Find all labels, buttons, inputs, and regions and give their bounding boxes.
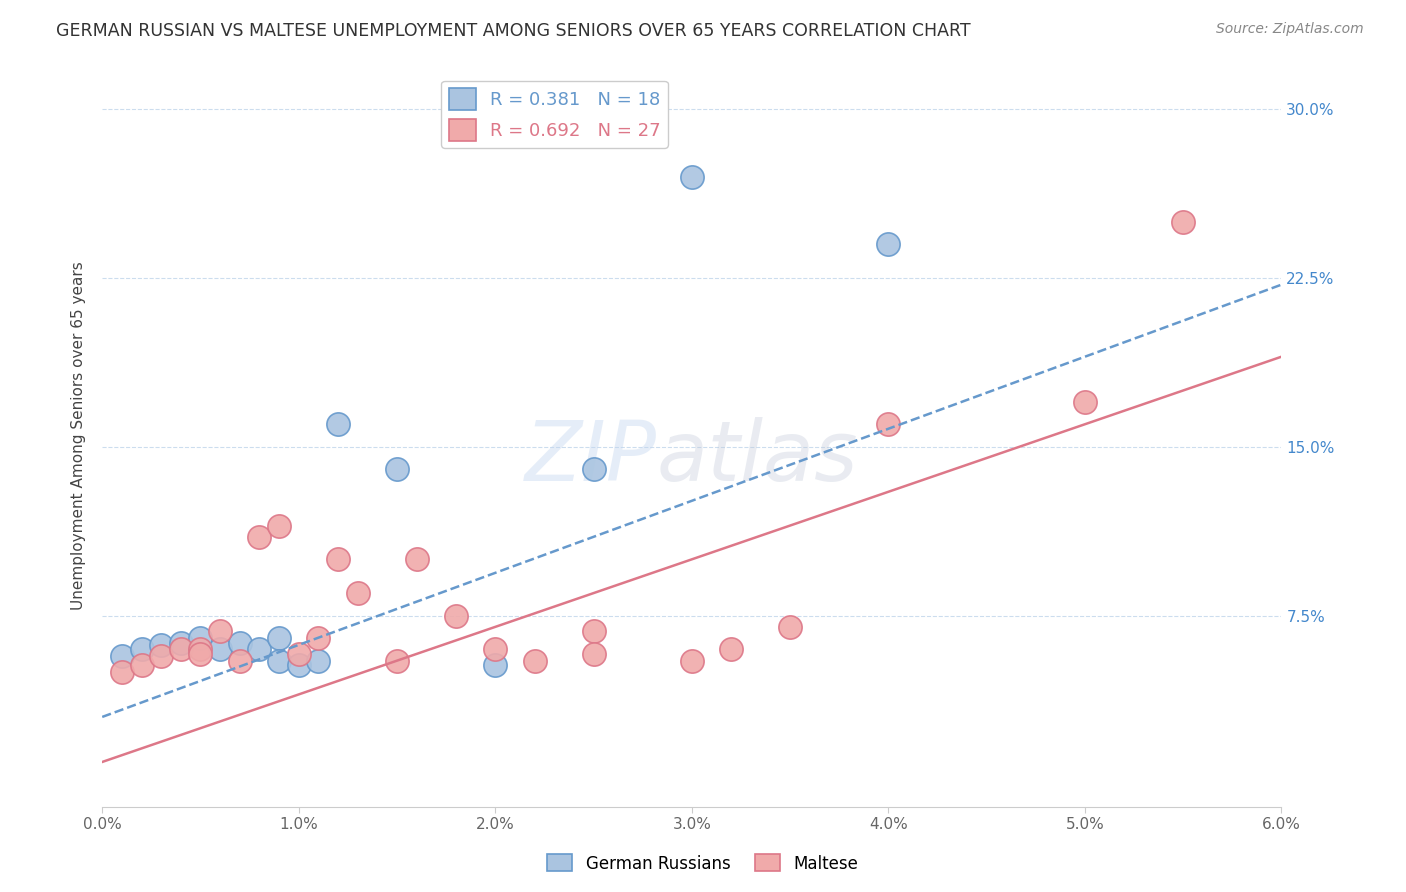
Point: [190, 642, 212, 657]
Point: [523, 654, 546, 668]
Point: [385, 654, 408, 668]
Point: [405, 552, 427, 566]
Point: [170, 642, 193, 657]
Point: [326, 552, 349, 566]
Point: [720, 642, 742, 657]
Point: [190, 647, 212, 661]
Point: [484, 642, 506, 657]
Point: [681, 654, 703, 668]
Legend: R = 0.381   N = 18, R = 0.692   N = 27: R = 0.381 N = 18, R = 0.692 N = 27: [441, 80, 668, 148]
Point: [249, 530, 271, 544]
Point: [1171, 214, 1194, 228]
Point: [582, 624, 605, 639]
Point: [877, 417, 900, 432]
Text: ZIP: ZIP: [524, 417, 657, 499]
Point: [484, 658, 506, 673]
Point: [385, 462, 408, 476]
Point: [877, 237, 900, 252]
Point: [267, 631, 290, 645]
Point: [150, 649, 173, 664]
Point: [287, 658, 309, 673]
Point: [170, 635, 193, 649]
Legend: German Russians, Maltese: German Russians, Maltese: [541, 847, 865, 880]
Point: [307, 654, 329, 668]
Point: [444, 608, 467, 623]
Point: [131, 642, 153, 657]
Point: [582, 647, 605, 661]
Y-axis label: Unemployment Among Seniors over 65 years: Unemployment Among Seniors over 65 years: [72, 261, 86, 610]
Point: [209, 624, 232, 639]
Point: [190, 631, 212, 645]
Point: [209, 642, 232, 657]
Text: atlas: atlas: [657, 417, 858, 499]
Point: [582, 462, 605, 476]
Point: [249, 642, 271, 657]
Point: [267, 654, 290, 668]
Point: [131, 658, 153, 673]
Point: [267, 518, 290, 533]
Point: [326, 417, 349, 432]
Text: Source: ZipAtlas.com: Source: ZipAtlas.com: [1216, 22, 1364, 37]
Point: [681, 169, 703, 184]
Point: [779, 620, 801, 634]
Point: [287, 647, 309, 661]
Point: [1074, 394, 1097, 409]
Point: [307, 631, 329, 645]
Point: [111, 649, 134, 664]
Point: [111, 665, 134, 679]
Point: [150, 638, 173, 652]
Point: [346, 586, 368, 600]
Text: GERMAN RUSSIAN VS MALTESE UNEMPLOYMENT AMONG SENIORS OVER 65 YEARS CORRELATION C: GERMAN RUSSIAN VS MALTESE UNEMPLOYMENT A…: [56, 22, 972, 40]
Point: [229, 635, 252, 649]
Point: [229, 654, 252, 668]
